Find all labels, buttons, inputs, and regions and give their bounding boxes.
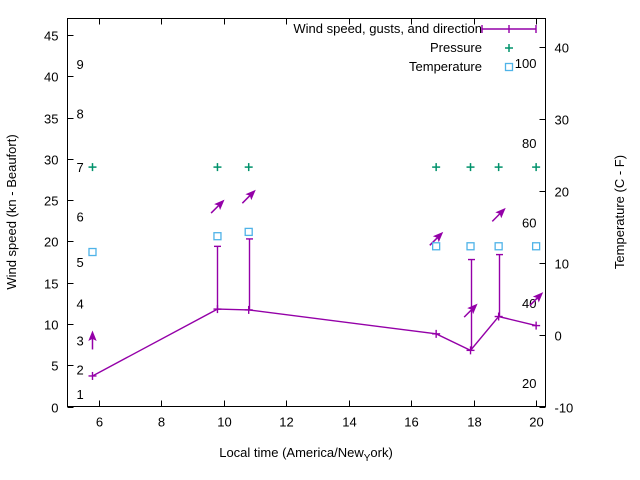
- x-axis-tick-labels: 6 8 10 12 14 16 18 20: [96, 415, 544, 430]
- legend: Wind speed, gusts, and direction Pressure…: [293, 21, 537, 74]
- y-tick-label: 25: [44, 194, 58, 209]
- x-tick-label: 16: [404, 415, 418, 430]
- y2-tick-label: 20: [555, 185, 569, 200]
- y2-tick-label: 10: [555, 257, 569, 272]
- fahrenheit-scale-labels: 20 40 60 80 100: [515, 56, 537, 391]
- temperature-marker: [531, 242, 541, 251]
- pressure-marker: [494, 163, 503, 172]
- legend-item[interactable]: Pressure: [430, 40, 513, 55]
- y-axis-title: Wind speed (kn - Beaufort): [4, 134, 19, 289]
- temperature-marker: [244, 227, 253, 237]
- x-tick-label: 20: [529, 415, 543, 430]
- y-tick-label: 5: [51, 359, 58, 374]
- y2-tick-label: 40: [555, 41, 569, 56]
- legend-item[interactable]: Temperature: [409, 59, 514, 74]
- temperature-marker: [494, 242, 503, 251]
- wind-speed-marker: [532, 321, 541, 330]
- beaufort-label: 6: [77, 210, 84, 225]
- right-axis-ticks: [539, 47, 546, 408]
- beaufort-label: 1: [77, 387, 84, 402]
- left-axis-tick-labels: 0 5 10 15 20 25 30 35 40 45: [44, 29, 58, 416]
- fahrenheit-label: 100: [515, 56, 537, 71]
- x-tick-label: 12: [279, 415, 293, 430]
- legend-item[interactable]: Wind speed, gusts, and direction: [293, 21, 537, 36]
- y-tick-label: 40: [44, 70, 58, 85]
- y-tick-label: 15: [44, 277, 58, 292]
- beaufort-label: 4: [77, 296, 84, 311]
- wind-speed-marker: [88, 371, 97, 380]
- fahrenheit-label: 20: [522, 376, 536, 391]
- wind-gust-bars: [214, 238, 503, 351]
- wind-direction-arrow-icon: [463, 303, 478, 318]
- legend-label: Wind speed, gusts, and direction: [293, 21, 482, 36]
- temperature-marker: [431, 242, 441, 251]
- wind-speed-markers: [88, 305, 541, 380]
- beaufort-label: 9: [77, 57, 84, 72]
- beaufort-label: 7: [77, 160, 84, 175]
- legend-label: Temperature: [409, 59, 482, 74]
- y-tick-label: 20: [44, 235, 58, 250]
- wind-speed-marker: [244, 305, 253, 314]
- wind-speed-marker: [494, 312, 503, 321]
- wind-direction-arrow-icon: [429, 231, 444, 246]
- y-tick-label: 35: [44, 112, 58, 127]
- x-tick-label: 6: [96, 415, 103, 430]
- pressure-marker: [466, 163, 475, 172]
- beaufort-label: 2: [77, 362, 84, 377]
- x-axis-title-sub: Y: [364, 453, 371, 464]
- wind-direction-arrow-icon: [210, 199, 225, 214]
- pressure-marker: [88, 163, 97, 172]
- fahrenheit-label: 40: [522, 296, 536, 311]
- y-tick-label: 10: [44, 318, 58, 333]
- pressure-marker: [244, 163, 253, 172]
- fahrenheit-label: 60: [522, 216, 536, 231]
- temperature-marker: [88, 247, 97, 257]
- y-tick-label: 45: [44, 29, 58, 44]
- temperature-marker: [466, 242, 475, 251]
- wind-direction-arrow-icon: [529, 292, 544, 307]
- y2-tick-label: 30: [555, 113, 569, 128]
- wind-speed-marker: [432, 329, 441, 338]
- wind-direction-arrow-icon: [491, 207, 506, 222]
- x-axis-title: Local time (America/NewYork): [219, 445, 393, 464]
- y-tick-label: 0: [51, 401, 58, 416]
- y-tick-label: 30: [44, 153, 58, 168]
- x-axis-title-main: Local time (America/New: [219, 445, 364, 460]
- x-tick-label: 18: [467, 415, 481, 430]
- x-axis-top-ticks: [99, 18, 537, 25]
- x-tick-label: 10: [217, 415, 231, 430]
- y2-tick-label: 0: [555, 329, 562, 344]
- pressure-marker: [432, 163, 441, 172]
- beaufort-scale-labels: 1 2 3 4 5 6 7 8 9: [77, 57, 84, 402]
- wind-speed-marker: [213, 305, 222, 314]
- y2-tick-label: -10: [555, 401, 574, 416]
- wind-direction-arrow-icon: [88, 330, 97, 350]
- temperature-markers: [88, 227, 541, 257]
- right-axis-tick-labels: -10 0 10 20 30 40: [555, 41, 574, 416]
- beaufort-label: 3: [77, 333, 84, 348]
- left-axis-ticks: [67, 35, 74, 408]
- pressure-markers: [88, 163, 541, 172]
- beaufort-label: 5: [77, 255, 84, 270]
- wind-speed-marker: [466, 346, 475, 355]
- wind-speed-line: [92, 308, 537, 377]
- plot-frame: [67, 18, 546, 407]
- x-axis-ticks: [99, 400, 537, 407]
- temperature-marker: [213, 232, 222, 241]
- wind-direction-arrow-icon: [241, 189, 256, 204]
- wind-direction-arrows: [88, 189, 544, 350]
- pressure-marker: [213, 163, 222, 172]
- beaufort-label: 8: [77, 106, 84, 121]
- pressure-marker: [532, 163, 541, 172]
- x-tick-label: 14: [342, 415, 356, 430]
- x-tick-label: 8: [158, 415, 165, 430]
- y2-axis-title: Temperature (C - F): [612, 155, 627, 269]
- legend-label: Pressure: [430, 40, 482, 55]
- fahrenheit-label: 80: [522, 136, 536, 151]
- x-axis-title-tail: ork): [370, 445, 392, 460]
